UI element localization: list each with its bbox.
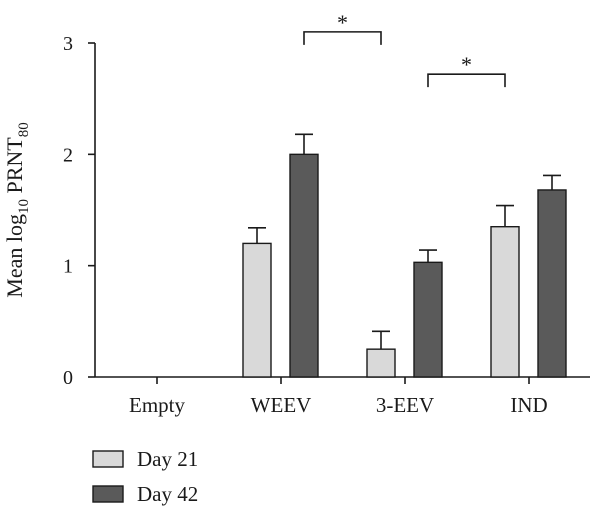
x-tick-label: 3-EEV	[376, 393, 434, 417]
legend-swatch	[92, 485, 124, 503]
y-axis: 0 1 2 3	[63, 33, 96, 389]
y-tick-label: 1	[63, 256, 73, 278]
legend-item: Day 42	[92, 482, 198, 506]
x-tick-label: WEEV	[251, 393, 312, 417]
legend-swatch	[92, 450, 124, 468]
y-tick-label: 2	[63, 144, 73, 166]
bar-day-21-ind	[490, 225, 520, 378]
y-axis-title-subscript: 80	[16, 122, 32, 137]
legend-label: Day 21	[137, 447, 198, 471]
y-tick-label: 3	[63, 33, 73, 55]
bar-day-42-weev	[289, 153, 319, 378]
x-axis: Empty WEEV 3-EEV IND	[95, 376, 590, 417]
y-axis-title-subscript: 10	[16, 199, 32, 214]
bracket-line	[303, 31, 382, 45]
bracket-line	[427, 73, 506, 88]
x-tick-label: Empty	[129, 393, 185, 417]
y-axis-title: Mean log10 PRNT80	[2, 122, 32, 297]
y-axis-label: Mean log10 PRNT80	[2, 122, 32, 297]
error-bars	[248, 133, 561, 350]
x-tick-label: IND	[510, 393, 547, 417]
significance-brackets: **	[303, 10, 506, 88]
legend-label: Day 42	[137, 482, 198, 506]
bars	[242, 153, 567, 378]
significance-bracket: *	[427, 52, 506, 88]
bar-day-21-3-eev	[366, 348, 396, 378]
legend-item: Day 21	[92, 447, 198, 471]
significance-bracket: *	[303, 10, 382, 45]
bar-day-42-3-eev	[413, 261, 443, 378]
significance-marker: *	[337, 10, 348, 35]
y-axis-title-text: PRNT	[2, 137, 27, 199]
y-tick-label: 0	[63, 367, 73, 389]
legend: Day 21 Day 42	[92, 447, 198, 506]
y-axis-title-text: Mean log	[2, 214, 27, 298]
significance-marker: *	[461, 52, 472, 77]
bar-day-42-ind	[537, 189, 567, 378]
bar-day-21-weev	[242, 242, 272, 378]
